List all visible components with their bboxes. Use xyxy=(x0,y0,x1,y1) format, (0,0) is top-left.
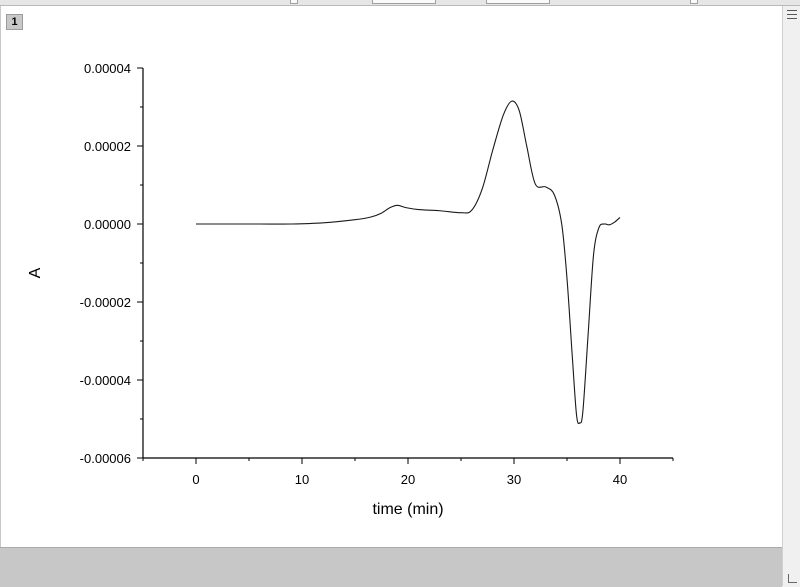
x-tick-label: 40 xyxy=(613,472,627,487)
y-tick-label: -0.00006 xyxy=(80,451,131,466)
vertical-scrollbar[interactable] xyxy=(782,6,800,586)
graph-window: 1 xyxy=(0,6,783,547)
arrow-icon[interactable] xyxy=(788,574,797,583)
tab-stub[interactable] xyxy=(372,0,436,4)
axes xyxy=(142,68,673,459)
x-tick-label: 10 xyxy=(295,472,309,487)
ticks xyxy=(137,67,674,464)
x-tick-label: 30 xyxy=(507,472,521,487)
x-tick-label: 20 xyxy=(401,472,415,487)
bottom-panel xyxy=(0,547,782,587)
tick-labels: 0 10 20 30 40 0.00004 0.00002 0.00000 -0.00002 -0… xyxy=(80,61,628,487)
series-layer xyxy=(196,100,621,425)
y-tick-label: 0.00004 xyxy=(84,61,131,76)
x-tick-label: 0 xyxy=(192,472,199,487)
tab-stub[interactable] xyxy=(690,0,698,4)
tab-stub[interactable] xyxy=(486,0,550,4)
series-line xyxy=(196,100,621,425)
y-tick-label: -0.00002 xyxy=(80,295,131,310)
window-tab-strip xyxy=(0,0,800,6)
x-axis-label: time (min) xyxy=(372,501,443,518)
tab-stub[interactable] xyxy=(290,0,298,4)
y-axis-label: A xyxy=(27,267,44,278)
y-tick-label: 0.00002 xyxy=(84,139,131,154)
menu-lines-icon[interactable] xyxy=(787,10,797,19)
y-tick-label: -0.00004 xyxy=(80,373,131,388)
y-tick-label: 0.00000 xyxy=(84,217,131,232)
window-number-badge[interactable]: 1 xyxy=(6,14,23,30)
